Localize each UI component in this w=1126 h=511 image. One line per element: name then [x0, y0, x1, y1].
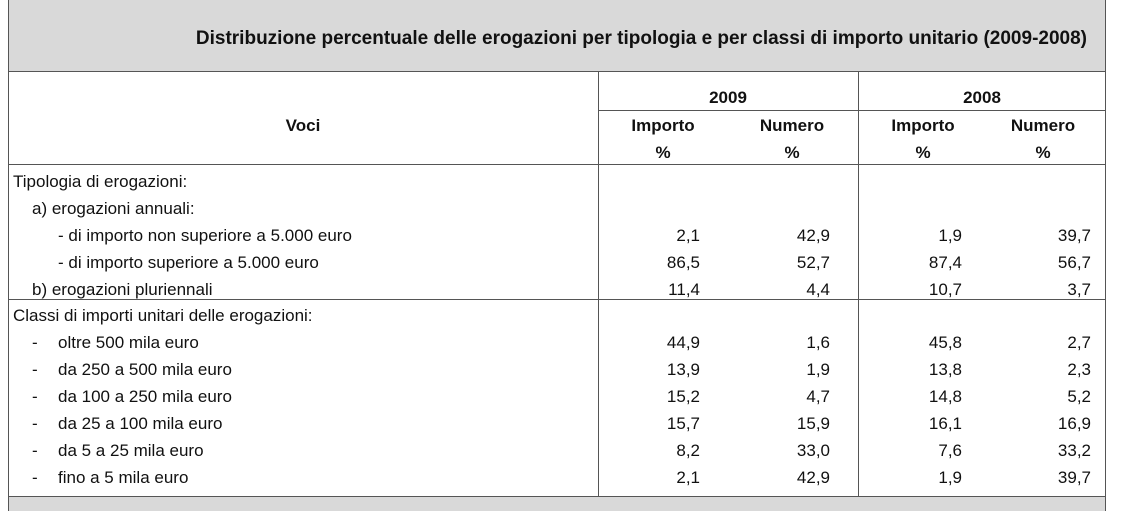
cell-importo-2008: 7,6	[938, 441, 962, 460]
cell-numero-2008: 2,3	[1067, 360, 1091, 379]
cell-importo-2009: 44,9	[666, 333, 700, 352]
row-label: - di importo superiore a 5.000 euro	[58, 253, 319, 272]
row-dash: -	[32, 414, 38, 433]
cell-numero-2009: 15,9	[796, 414, 830, 433]
cell-numero-2008: 56,7	[1057, 253, 1091, 272]
header-voci: Voci	[285, 116, 321, 135]
row-label: da 5 a 25 mila euro	[58, 441, 204, 460]
row-dash: -	[32, 441, 38, 460]
cell-numero-2009: 52,7	[796, 253, 830, 272]
cell-importo-2008: 14,8	[928, 387, 962, 406]
cell-numero-2009: 42,9	[796, 226, 830, 245]
footer-bar	[8, 496, 1106, 511]
cell-numero-2009: 4,7	[806, 387, 830, 406]
table-title: Distribuzione percentuale delle erogazio…	[195, 28, 1087, 49]
section-heading-classi: Classi di importi unitari delle erogazio…	[13, 306, 313, 325]
cell-numero-2009: 42,9	[796, 468, 830, 487]
row-dash: -	[32, 360, 38, 379]
cell-importo-2008: 45,8	[928, 333, 962, 352]
divider-section	[8, 299, 1106, 300]
cell-numero-2008: 16,9	[1057, 414, 1091, 433]
cell-numero-2008: 39,7	[1057, 226, 1091, 245]
row-label: da 100 a 250 mila euro	[58, 387, 232, 406]
table-frame	[8, 0, 1106, 511]
header-pct: %	[784, 143, 800, 162]
divider-header	[8, 164, 1106, 165]
cell-numero-2008: 33,2	[1057, 441, 1091, 460]
cell-importo-2009: 15,2	[666, 387, 700, 406]
header-numero-2008: Numero	[1010, 116, 1076, 135]
cell-importo-2009: 15,7	[666, 414, 700, 433]
row-label: oltre 500 mila euro	[58, 333, 199, 352]
cell-importo-2008: 13,8	[928, 360, 962, 379]
cell-numero-2009: 4,4	[806, 280, 830, 299]
row-dash: -	[32, 468, 38, 487]
row-label: da 250 a 500 mila euro	[58, 360, 232, 379]
row-label: da 25 a 100 mila euro	[58, 414, 223, 433]
divider-voci	[598, 72, 599, 496]
header-year-2008: 2008	[963, 88, 1001, 107]
row-dash: -	[32, 333, 38, 352]
cell-importo-2009: 13,9	[666, 360, 700, 379]
subsection-annuali: a) erogazioni annuali:	[32, 199, 195, 218]
header-pct: %	[1035, 143, 1051, 162]
cell-numero-2008: 2,7	[1067, 333, 1091, 352]
cell-importo-2009: 86,5	[666, 253, 700, 272]
row-label: fino a 5 mila euro	[58, 468, 189, 487]
cell-importo-2009: 11,4	[668, 280, 700, 299]
header-importo-2009: Importo	[631, 116, 695, 135]
section-heading-tipologia: Tipologia di erogazioni:	[13, 172, 188, 191]
cell-importo-2008: 1,9	[938, 226, 962, 245]
cell-numero-2008: 39,7	[1057, 468, 1091, 487]
cell-numero-2009: 1,6	[806, 333, 830, 352]
cell-importo-2008: 1,9	[938, 468, 962, 487]
cell-importo-2009: 8,2	[676, 441, 700, 460]
row-label: b) erogazioni pluriennali	[32, 280, 213, 299]
cell-importo-2008: 10,7	[928, 280, 962, 299]
cell-numero-2009: 1,9	[806, 360, 830, 379]
cell-numero-2009: 33,0	[796, 441, 830, 460]
header-year-2009: 2009	[709, 88, 747, 107]
divider-year-header	[598, 110, 1106, 111]
row-label: - di importo non superiore a 5.000 euro	[58, 226, 352, 245]
cell-importo-2009: 2,1	[676, 226, 700, 245]
cell-numero-2008: 5,2	[1067, 387, 1091, 406]
divider-year	[858, 72, 859, 496]
cell-numero-2008: 3,7	[1067, 280, 1091, 299]
title-bar: Distribuzione percentuale delle erogazio…	[8, 0, 1106, 72]
header-pct: %	[655, 143, 671, 162]
cell-importo-2008: 16,1	[928, 414, 962, 433]
header-pct: %	[915, 143, 931, 162]
cell-importo-2009: 2,1	[676, 468, 700, 487]
header-importo-2008: Importo	[891, 116, 955, 135]
row-dash: -	[32, 387, 38, 406]
header-numero-2009: Numero	[759, 116, 825, 135]
cell-importo-2008: 87,4	[928, 253, 962, 272]
